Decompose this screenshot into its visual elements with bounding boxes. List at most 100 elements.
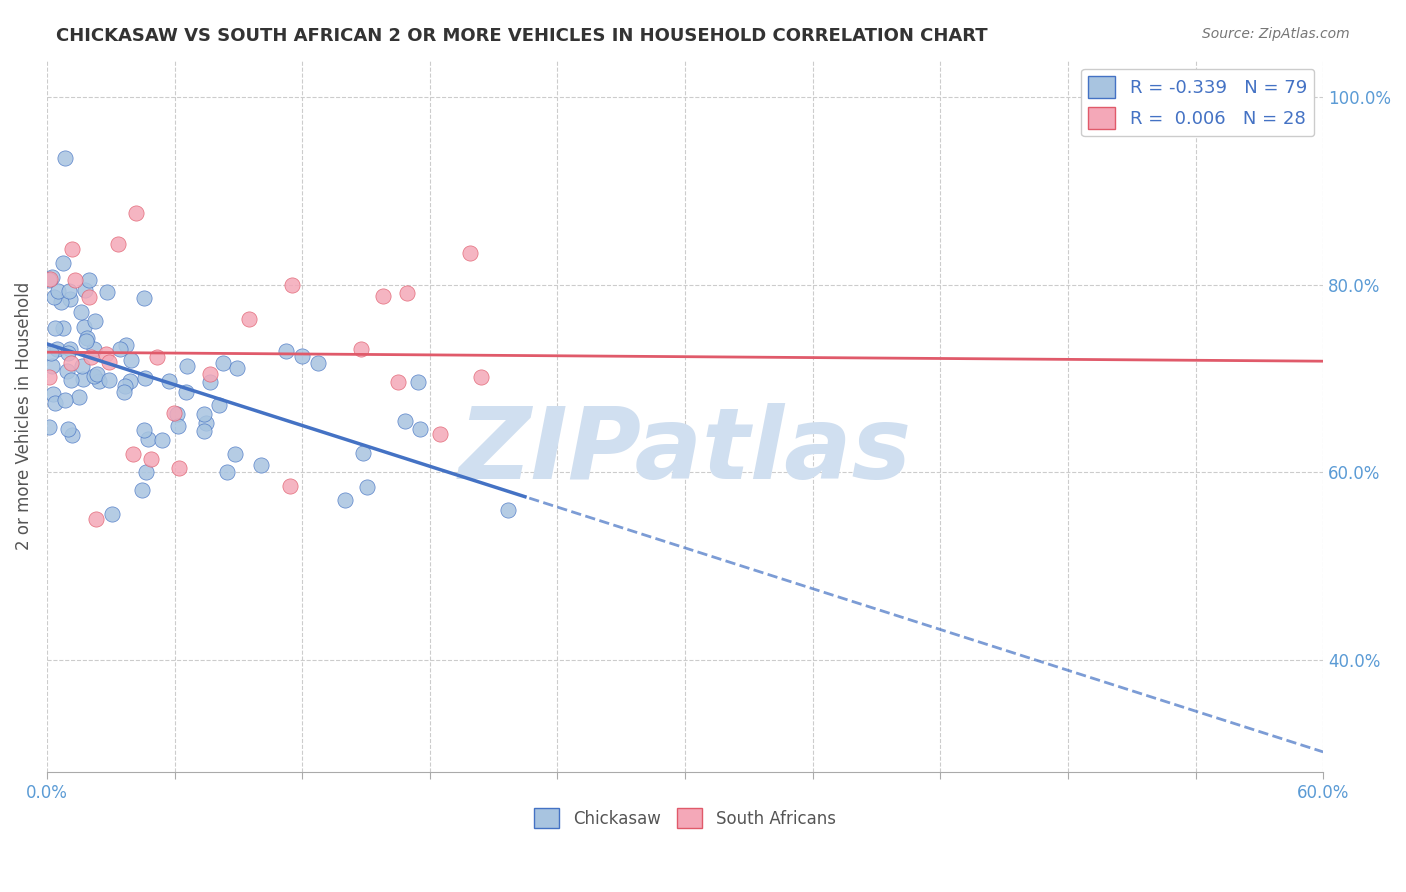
- Point: [83, 342, 105, 356]
- Point: [139, 451, 162, 466]
- Point: [58, 284, 80, 298]
- Point: [46, 284, 69, 298]
- Point: [496, 503, 519, 517]
- Point: [335, 493, 357, 508]
- Point: [135, 465, 157, 479]
- Point: [387, 375, 409, 389]
- Point: [100, 508, 122, 522]
- Point: [249, 458, 271, 472]
- Point: [53, 392, 76, 407]
- Point: [122, 447, 145, 461]
- Point: [63, 272, 86, 286]
- Point: [59, 373, 82, 387]
- Point: [69, 305, 91, 319]
- Point: [395, 285, 418, 300]
- Point: [132, 291, 155, 305]
- Point: [356, 479, 378, 493]
- Point: [174, 385, 197, 400]
- Point: [84, 512, 107, 526]
- Point: [38, 273, 60, 287]
- Point: [408, 422, 430, 436]
- Point: [53, 152, 76, 166]
- Point: [136, 432, 159, 446]
- Point: [39, 345, 62, 359]
- Point: [224, 447, 246, 461]
- Point: [49, 294, 72, 309]
- Point: [291, 349, 314, 363]
- Point: [38, 369, 60, 384]
- Point: [59, 342, 82, 356]
- Point: [132, 423, 155, 437]
- Point: [394, 414, 416, 428]
- Point: [215, 465, 238, 479]
- Point: [44, 320, 66, 334]
- Point: [58, 422, 80, 436]
- Text: CHICKASAW VS SOUTH AFRICAN 2 OR MORE VEHICLES IN HOUSEHOLD CORRELATION CHART: CHICKASAW VS SOUTH AFRICAN 2 OR MORE VEH…: [56, 27, 988, 45]
- Point: [112, 384, 135, 399]
- Point: [276, 344, 298, 359]
- Point: [70, 359, 93, 374]
- Point: [134, 371, 156, 385]
- Point: [350, 343, 373, 357]
- Point: [44, 396, 66, 410]
- Point: [107, 236, 129, 251]
- Point: [211, 356, 233, 370]
- Point: [96, 285, 118, 299]
- Point: [86, 367, 108, 381]
- Point: [42, 290, 65, 304]
- Point: [89, 374, 111, 388]
- Point: [152, 433, 174, 447]
- Point: [84, 314, 107, 328]
- Point: [94, 347, 117, 361]
- Point: [429, 427, 451, 442]
- Point: [120, 353, 142, 368]
- Point: [200, 376, 222, 390]
- Point: [67, 391, 90, 405]
- Point: [75, 334, 97, 348]
- Point: [59, 292, 82, 306]
- Point: [238, 312, 260, 326]
- Point: [77, 272, 100, 286]
- Point: [114, 379, 136, 393]
- Point: [52, 256, 75, 270]
- Point: [72, 372, 94, 386]
- Point: [72, 319, 94, 334]
- Point: [194, 417, 217, 431]
- Point: [83, 369, 105, 384]
- Point: [193, 425, 215, 439]
- Legend: Chickasaw, South Africans: Chickasaw, South Africans: [527, 801, 842, 835]
- Text: ZIPatlas: ZIPatlas: [458, 403, 911, 500]
- Point: [39, 272, 62, 286]
- Point: [97, 374, 120, 388]
- Point: [42, 387, 65, 401]
- Point: [55, 364, 77, 378]
- Point: [75, 284, 97, 298]
- Point: [145, 350, 167, 364]
- Point: [76, 331, 98, 345]
- Point: [131, 483, 153, 497]
- Point: [41, 269, 63, 284]
- Point: [59, 356, 82, 370]
- Point: [58, 345, 80, 359]
- Point: [166, 407, 188, 421]
- Point: [45, 343, 67, 357]
- Point: [41, 359, 63, 374]
- Point: [193, 407, 215, 421]
- Point: [52, 321, 75, 335]
- Point: [159, 374, 181, 388]
- Point: [163, 406, 186, 420]
- Point: [408, 375, 430, 389]
- Point: [80, 350, 103, 364]
- Point: [108, 342, 131, 356]
- Point: [125, 206, 148, 220]
- Point: [120, 374, 142, 388]
- Point: [470, 370, 492, 384]
- Point: [176, 359, 198, 373]
- Point: [373, 289, 395, 303]
- Point: [115, 338, 138, 352]
- Point: [60, 427, 83, 442]
- Point: [225, 360, 247, 375]
- Point: [280, 278, 302, 293]
- Point: [200, 367, 222, 381]
- Point: [352, 446, 374, 460]
